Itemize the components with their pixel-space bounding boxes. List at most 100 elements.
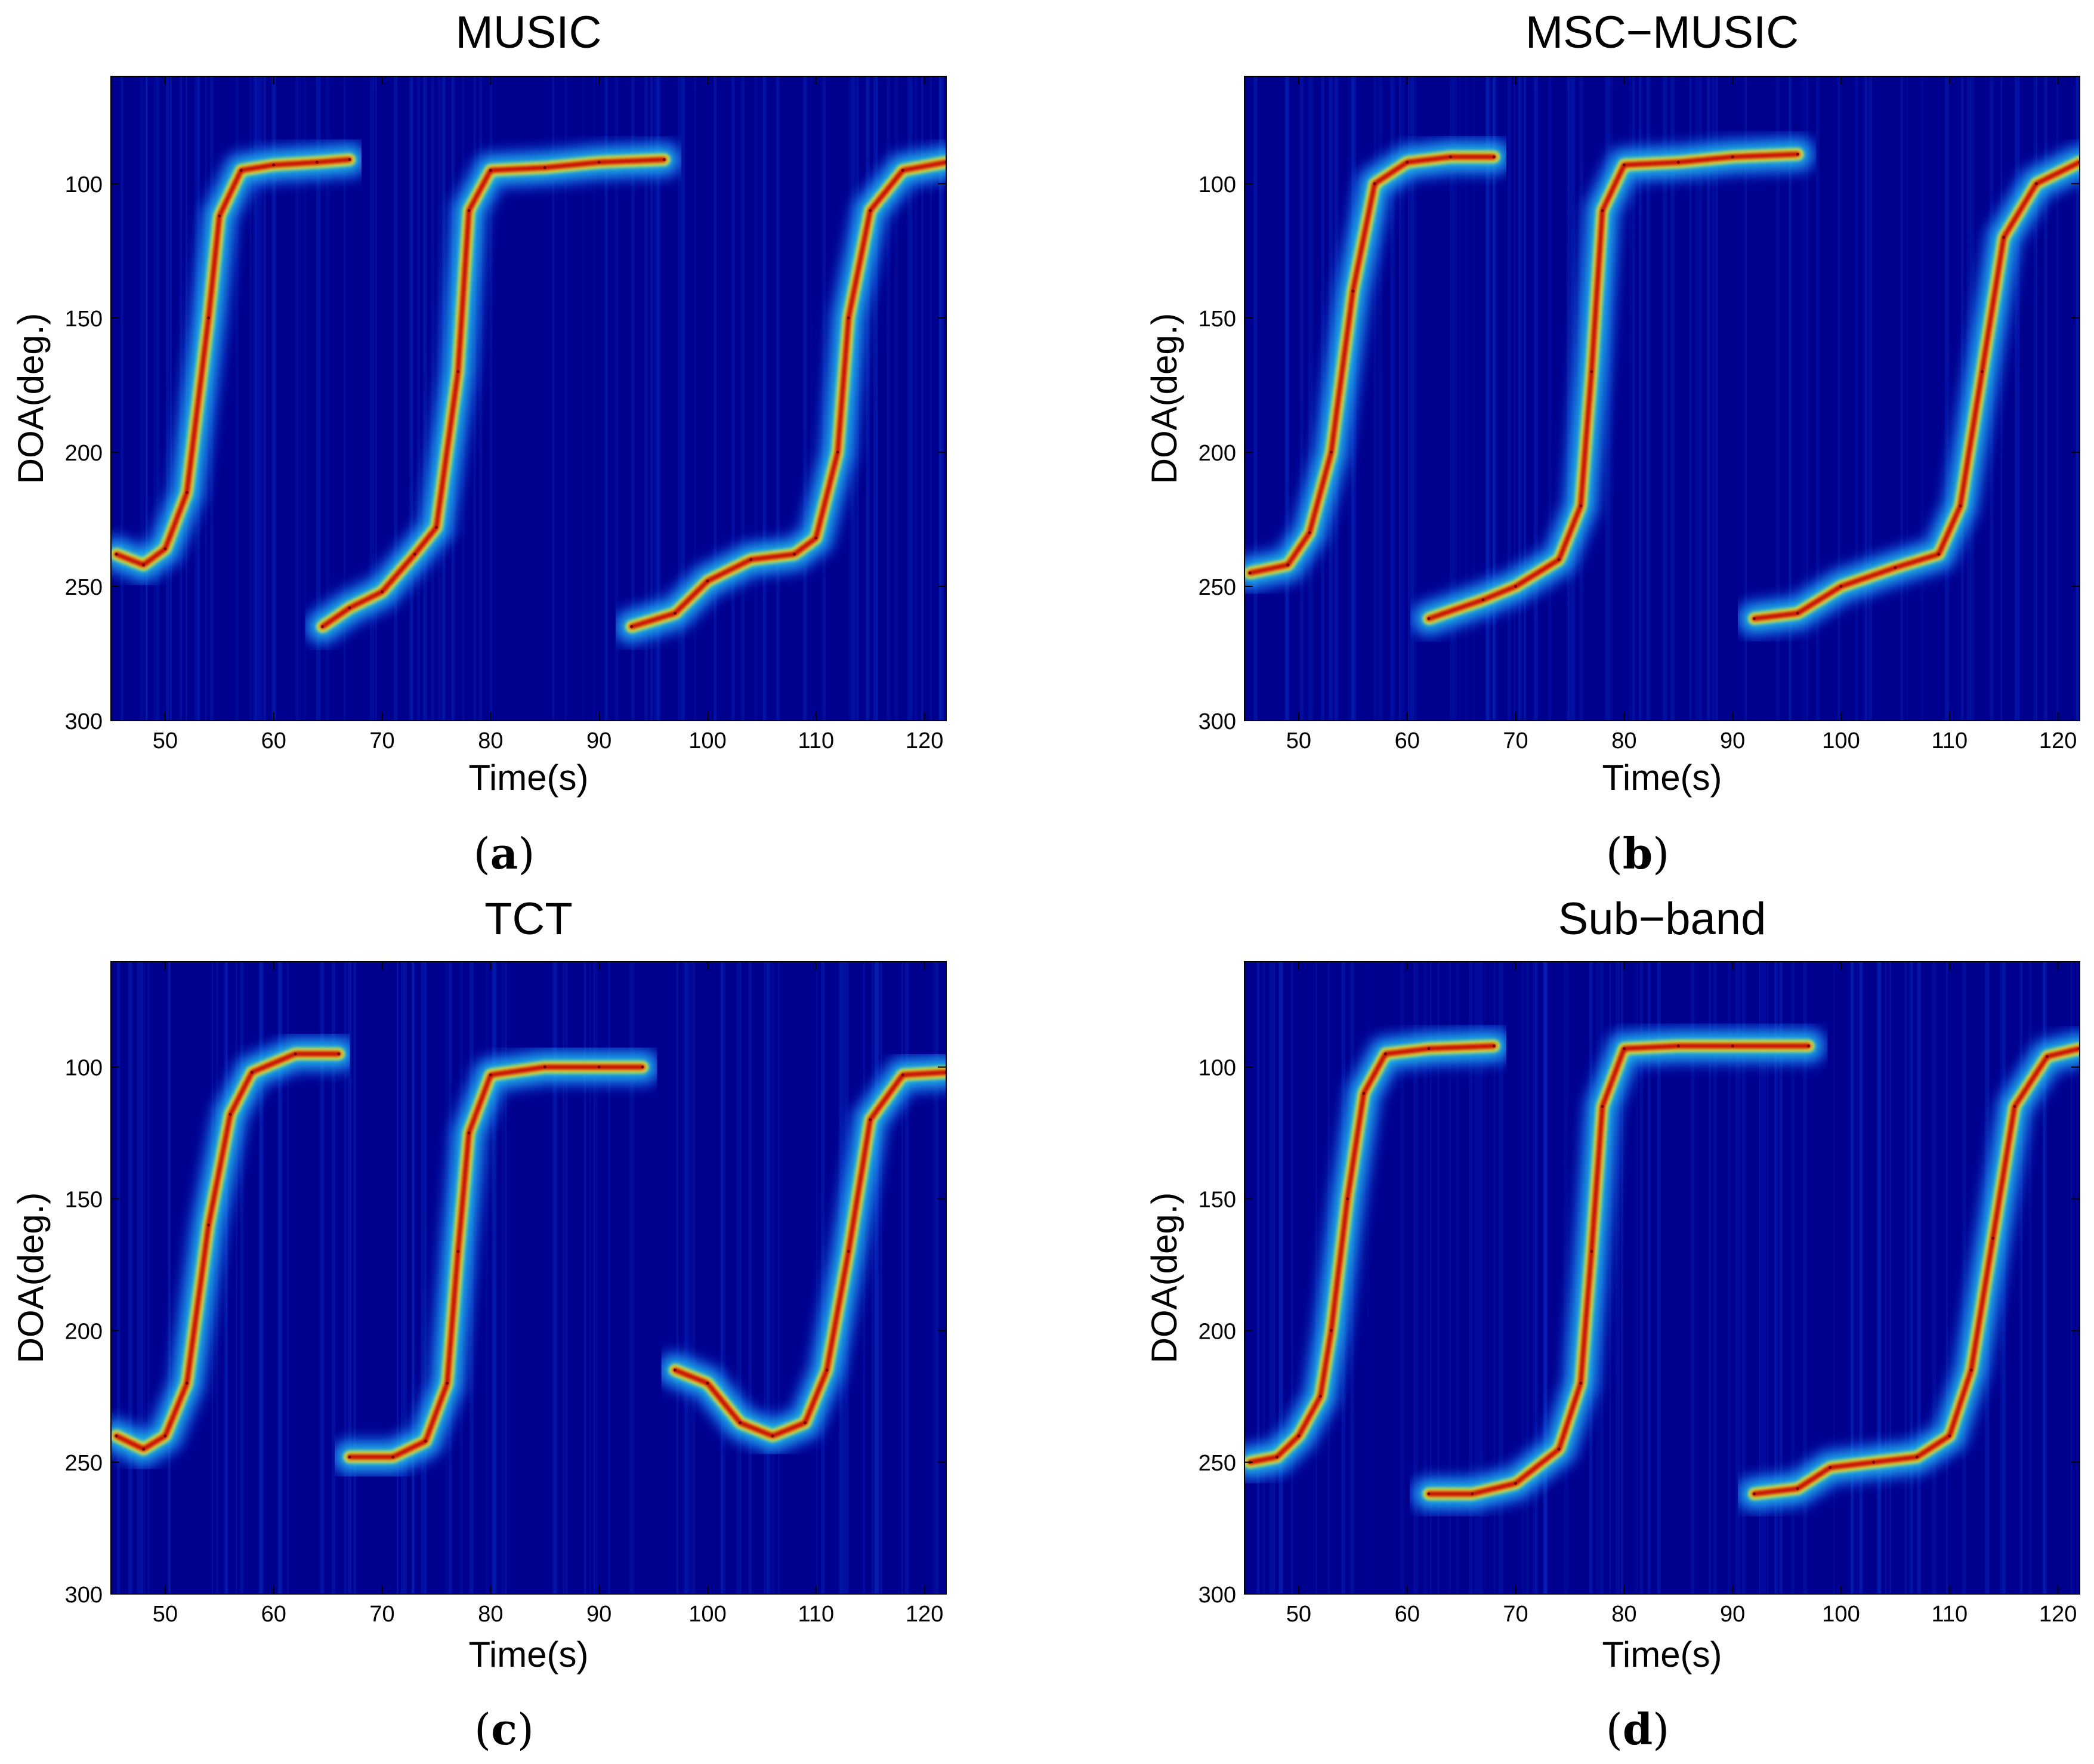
noise-streak — [143, 962, 145, 1594]
noise-streak — [1858, 962, 1864, 1594]
noise-streak — [921, 76, 924, 721]
noise-streak — [1524, 76, 1526, 721]
noise-streak — [1910, 962, 1913, 1594]
noise-streak — [1456, 962, 1460, 1594]
noise-streak — [1278, 962, 1283, 1594]
track-point — [467, 209, 471, 212]
track-point — [1622, 1047, 1626, 1051]
noise-streak — [816, 962, 818, 1594]
noise-streak — [1629, 76, 1632, 721]
noise-streak — [287, 962, 289, 1594]
noise-streak — [1779, 962, 1783, 1594]
noise-streak — [681, 76, 685, 721]
noise-streak — [168, 962, 171, 1594]
track-point — [673, 611, 677, 615]
noise-streak — [2036, 76, 2038, 721]
noise-streak — [743, 76, 745, 721]
noise-streak — [423, 76, 427, 721]
noise-streak — [1833, 962, 1835, 1594]
noise-streak — [1518, 76, 1520, 721]
track-point — [446, 1382, 449, 1385]
subfigure-label: (c) — [474, 1704, 534, 1754]
noise-streak — [736, 962, 741, 1594]
noise-streak — [1789, 76, 1792, 721]
noise-streak — [1695, 76, 1698, 721]
noise-streak — [909, 76, 913, 721]
x-tick-label: 120 — [906, 728, 943, 753]
track-point — [1806, 1044, 1810, 1048]
noise-streak — [748, 962, 752, 1594]
track-point — [142, 563, 146, 567]
track-point — [1894, 566, 1897, 569]
noise-streak — [2018, 962, 2021, 1594]
noise-streak — [644, 76, 648, 721]
noise-streak — [934, 962, 938, 1594]
noise-streak — [762, 76, 767, 721]
noise-streak — [1308, 76, 1313, 721]
noise-streak — [146, 76, 148, 721]
noise-streak — [1469, 962, 1474, 1594]
noise-streak — [2015, 76, 2020, 721]
track-point — [597, 1065, 601, 1069]
heatmap-area — [111, 962, 946, 1594]
noise-streak — [1698, 76, 1703, 721]
x-axis-label: Time(s) — [468, 1635, 588, 1675]
noise-streak — [277, 962, 281, 1594]
track-point — [1286, 563, 1290, 567]
track-point — [901, 169, 904, 172]
track-point — [381, 590, 384, 594]
noise-streak — [1964, 962, 1966, 1594]
noise-streaks — [121, 76, 944, 721]
y-tick-label: 150 — [1199, 1188, 1236, 1213]
noise-streak — [721, 962, 726, 1594]
x-tick-label: 80 — [478, 1602, 503, 1627]
noise-streak — [1868, 76, 1873, 721]
noise-streak — [740, 962, 742, 1594]
subfigure-label: (d) — [1606, 1704, 1670, 1754]
x-tick-label: 90 — [586, 1602, 611, 1627]
x-tick-label: 80 — [1611, 1602, 1636, 1627]
track-point — [597, 160, 601, 164]
noise-streak — [1459, 76, 1461, 721]
noise-streak — [1521, 962, 1525, 1594]
track-point — [836, 450, 839, 454]
track-point — [1362, 1092, 1366, 1095]
noise-streak — [876, 76, 878, 721]
noise-streak — [1909, 962, 1913, 1594]
track-source-2 — [1408, 1025, 1830, 1515]
track-point — [1872, 1460, 1876, 1464]
noise-streak — [1945, 76, 1950, 721]
track-core-red — [1752, 159, 2080, 622]
noise-streak — [653, 76, 659, 721]
noise-streak — [1548, 76, 1552, 721]
noise-streak — [894, 76, 898, 721]
track-point — [825, 1368, 829, 1372]
noise-streak — [906, 76, 910, 721]
x-tick-label: 90 — [1720, 728, 1745, 753]
y-tick-label: 200 — [1199, 1319, 1236, 1344]
noise-streak — [2056, 76, 2059, 721]
noise-streak — [1741, 962, 1746, 1594]
track-point — [413, 552, 416, 556]
track-point — [1492, 1044, 1496, 1048]
noise-streak — [259, 962, 263, 1594]
x-tick-label: 80 — [1611, 728, 1636, 753]
track-source-1 — [1244, 136, 1515, 594]
noise-streak — [1632, 76, 1635, 721]
noise-streak — [1286, 76, 1290, 721]
noise-streak — [1921, 76, 1924, 721]
y-tick-label: 250 — [65, 575, 103, 600]
panel-title: MSC−MUSIC — [1525, 7, 1799, 58]
x-tick-label: 110 — [798, 728, 835, 753]
noise-streak — [1450, 76, 1454, 721]
noise-streak — [1713, 962, 1717, 1594]
noise-streak — [298, 76, 301, 721]
track-core-red — [672, 1070, 946, 1439]
noise-streak — [874, 962, 879, 1594]
heatmap-area — [1244, 76, 2080, 721]
noise-streak — [1400, 962, 1404, 1594]
noise-streak — [1484, 962, 1487, 1594]
noise-streak — [145, 76, 147, 721]
track-point — [1948, 1434, 1951, 1438]
